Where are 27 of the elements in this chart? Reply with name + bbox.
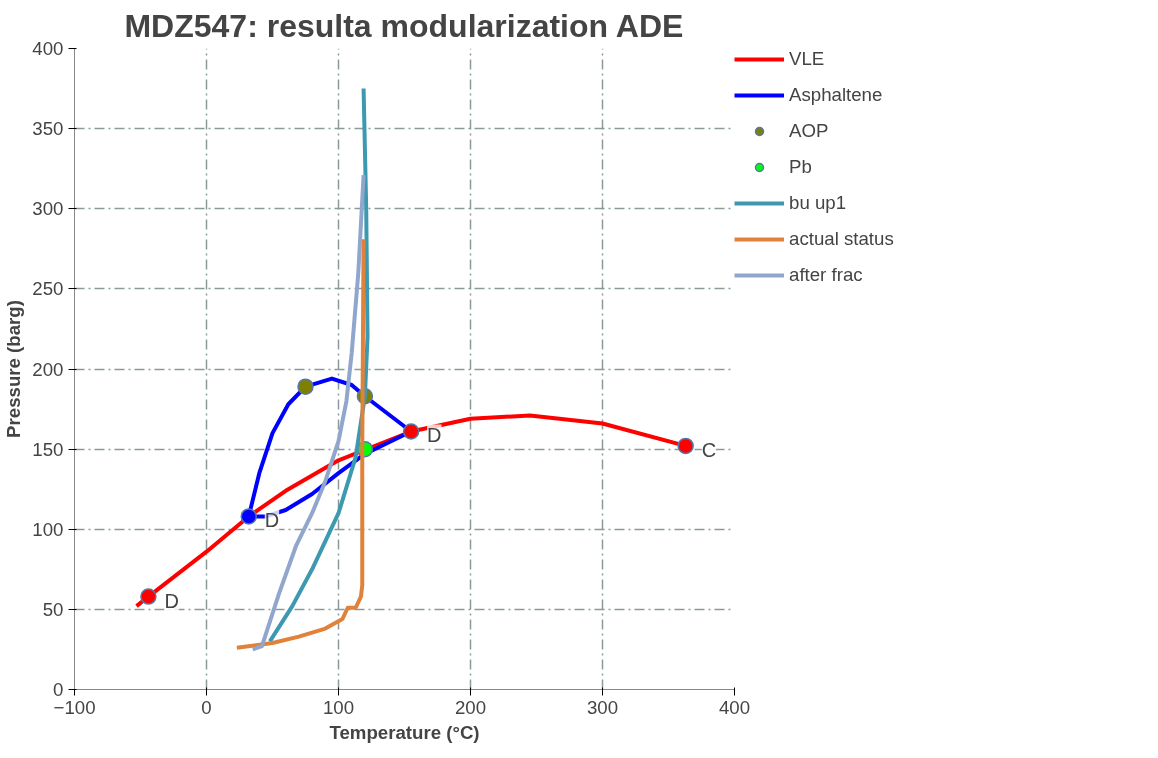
- annotation: C: [701, 438, 717, 461]
- x-tick-label: 300: [586, 696, 619, 718]
- annotation: D: [427, 424, 442, 447]
- y-tick-label: 200: [32, 358, 64, 380]
- legend-label: VLE: [789, 48, 825, 70]
- y-tick-label: 100: [32, 518, 64, 540]
- x-tick-label: 100: [322, 696, 355, 718]
- annotation: D: [264, 509, 280, 532]
- legend-label: Asphaltene: [789, 84, 883, 106]
- legend-label: actual status: [789, 228, 894, 250]
- legend-label: Pb: [789, 156, 812, 178]
- x-axis-title: Temperature (°C): [329, 721, 480, 743]
- annotation: D: [164, 589, 179, 612]
- y-tick-label: 50: [42, 598, 64, 620]
- y-axis-title: Pressure (barg): [3, 300, 25, 438]
- x-tick-label: 400: [718, 696, 751, 718]
- y-tick-label: 250: [32, 278, 64, 300]
- x-tick-label: 0: [201, 696, 212, 718]
- x-tick-label: 200: [454, 696, 487, 718]
- chart-title: MDZ547: resulta modularization ADE: [124, 7, 684, 44]
- legend-label: AOP: [789, 120, 829, 142]
- y-tick-label: 350: [32, 118, 64, 140]
- y-tick-label: 400: [32, 38, 64, 59]
- legend-label: bu up1: [789, 192, 847, 214]
- legend-label: after frac: [789, 264, 863, 286]
- y-tick-label: 300: [32, 198, 64, 220]
- y-tick-label: 150: [32, 438, 64, 460]
